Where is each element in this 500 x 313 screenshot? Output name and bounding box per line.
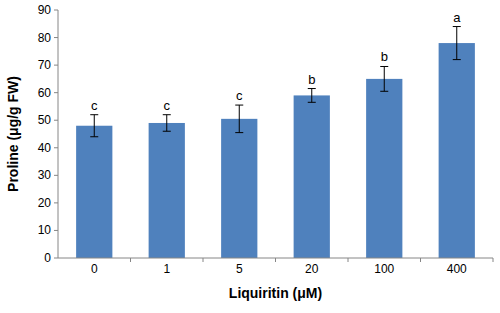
x-tick-label: 20 [305, 262, 319, 276]
y-tick-label: 90 [38, 3, 52, 17]
y-tick [54, 10, 58, 11]
x-axis-label: Liquiritin (μM) [229, 285, 322, 301]
chart-svg: c c c b b a 0 10 20 30 40 50 60 70 80 90 0 1 5 20 100 400 Liqu… [0, 0, 500, 313]
error-bar [163, 115, 171, 132]
x-tick-label: 100 [374, 262, 394, 276]
annotation: b [381, 49, 388, 64]
x-tick [493, 258, 494, 262]
y-tick [54, 65, 58, 66]
x-tick-label: 0 [91, 262, 98, 276]
error-bar [308, 89, 316, 103]
y-tick [54, 120, 58, 121]
bar [366, 79, 402, 258]
y-tick [54, 258, 58, 259]
annotation: c [91, 98, 98, 113]
y-tick [54, 202, 58, 203]
x-tick [203, 258, 204, 262]
y-tick-label: 10 [38, 223, 52, 237]
bar [294, 95, 330, 258]
bar [439, 43, 475, 258]
y-axis-label: Proline (μg/g FW) [5, 76, 21, 192]
y-tick [54, 37, 58, 38]
error-bar [380, 66, 388, 91]
x-tick [348, 258, 349, 262]
y-tick [54, 92, 58, 93]
annotation: b [308, 72, 315, 87]
bar [76, 126, 112, 258]
annotation: c [236, 88, 243, 103]
y-tick [54, 147, 58, 148]
annotation: a [453, 10, 461, 25]
bar [221, 119, 257, 258]
y-tick-label: 80 [38, 31, 52, 45]
annotation: c [164, 98, 171, 113]
y-tick-label: 40 [38, 141, 52, 155]
x-tick-label: 1 [163, 262, 170, 276]
y-tick-label: 0 [44, 251, 51, 265]
y-tick-label: 50 [38, 113, 52, 127]
y-tick-label: 60 [38, 86, 52, 100]
y-tick [54, 175, 58, 176]
x-tick [130, 258, 131, 262]
x-tick [420, 258, 421, 262]
plot-area [76, 27, 475, 258]
x-tick-label: 5 [236, 262, 243, 276]
y-tick [54, 230, 58, 231]
error-bar [453, 27, 461, 60]
x-tick [275, 258, 276, 262]
error-bar [90, 115, 98, 137]
y-tick-label: 20 [38, 196, 52, 210]
y-axis [58, 10, 59, 258]
error-bar [235, 105, 243, 133]
y-tick-label: 70 [38, 58, 52, 72]
y-tick-label: 30 [38, 168, 52, 182]
x-tick-label: 400 [447, 262, 467, 276]
bar [149, 123, 185, 258]
chart-container: c c c b b a 0 10 20 30 40 50 60 70 80 90 0 1 5 20 100 400 Liqu… [0, 0, 500, 313]
